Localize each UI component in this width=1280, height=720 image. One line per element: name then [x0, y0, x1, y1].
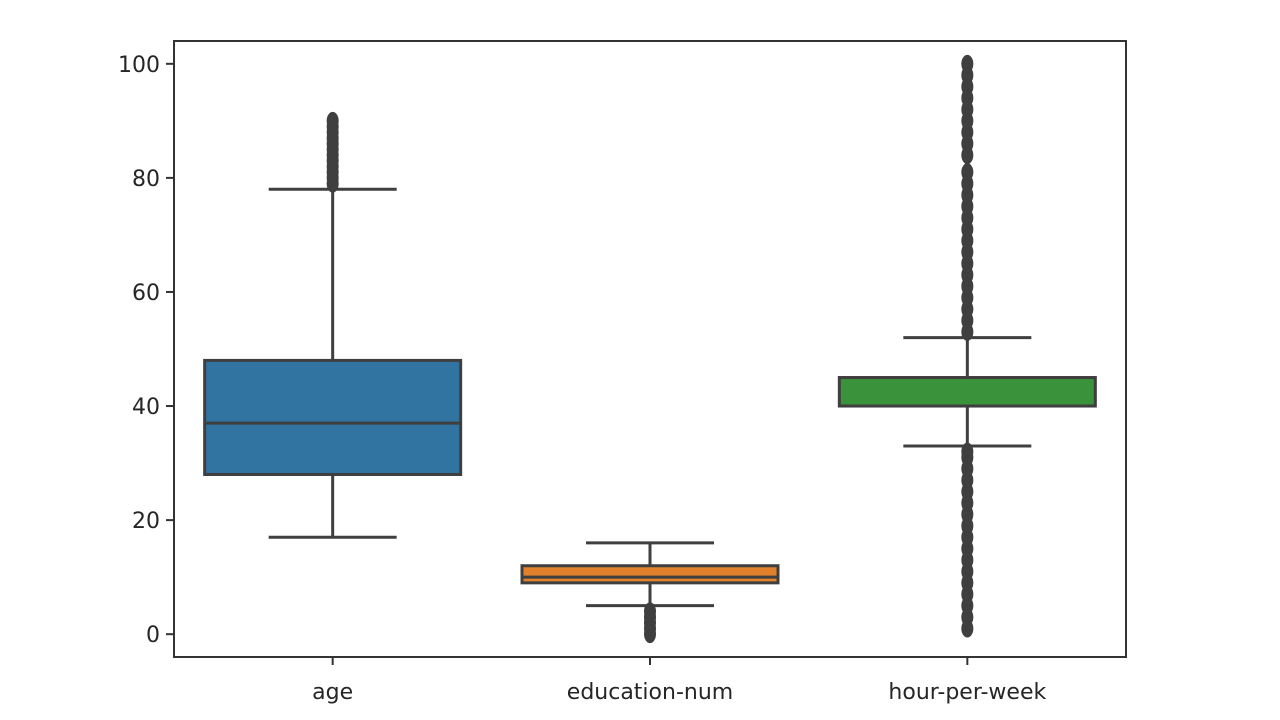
- y-tick-label: 100: [118, 53, 160, 78]
- box-iqr: [203, 358, 463, 476]
- x-tick-label: hour-per-week: [888, 680, 1046, 705]
- boxes-group: [203, 54, 1097, 644]
- box-group-age: [203, 111, 463, 539]
- box-iqr: [837, 376, 1097, 408]
- x-tick-label: education-num: [567, 680, 733, 705]
- y-tick-label: 80: [132, 167, 160, 192]
- box-group-hour-per-week: [837, 54, 1097, 638]
- y-tick-label: 0: [146, 623, 160, 648]
- box-group-education-num: [520, 541, 780, 644]
- outlier-point: [961, 54, 974, 73]
- y-tick-label: 20: [132, 509, 160, 534]
- outlier-point: [961, 442, 974, 461]
- outlier-point: [644, 602, 656, 621]
- x-tick-label: age: [312, 680, 353, 705]
- y-tick-label: 40: [132, 395, 160, 420]
- outlier-point: [326, 111, 339, 130]
- box-iqr: [520, 564, 780, 585]
- y-tick-label: 60: [132, 281, 160, 306]
- x-axis: age education-num hour-per-week: [312, 657, 1046, 705]
- outlier-point: [961, 163, 974, 182]
- y-axis: 0 20 40 60 80 100: [118, 53, 174, 648]
